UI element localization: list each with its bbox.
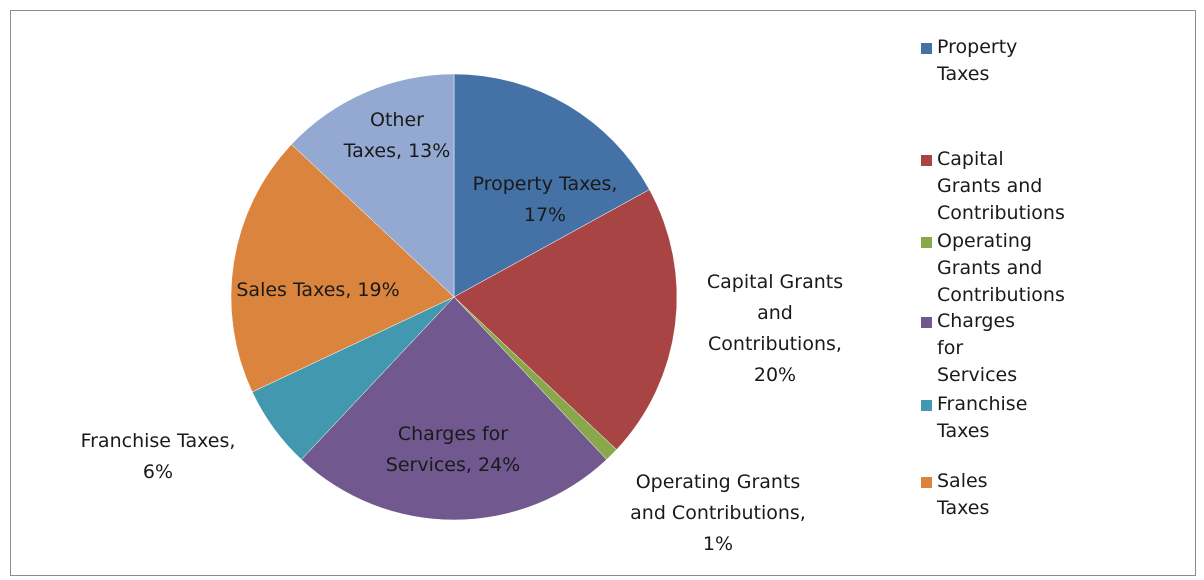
pie-slice-capital-grants-and-contributions — [453, 189, 678, 451]
legend-item-capital-grants-and-contributions: Capital Grants and Contributions — [921, 146, 1065, 227]
data-label-charges-for-services: Charges for Services, 24% — [386, 423, 520, 476]
legend-item-charges-for-services: Charges for Services — [921, 308, 1017, 389]
legend-swatch — [921, 155, 932, 166]
legend-item-franchise-taxes: Franchise Taxes — [921, 391, 1027, 445]
data-label-capital-grants-and-contributions: Capital Grants and Contributions, 20% — [707, 271, 843, 386]
legend-swatch — [921, 477, 932, 488]
legend-label: Franchise Taxes — [937, 393, 1028, 442]
data-label-operating-grants-and-contributions: Operating Grants and Contributions, 1% — [630, 471, 806, 555]
pie-slice-charges-for-services — [300, 296, 608, 521]
data-label-property-taxes: Property Taxes, 17% — [473, 173, 618, 226]
legend-swatch — [921, 400, 932, 411]
legend-label: Operating Grants and Contributions — [937, 230, 1065, 306]
legend-label: Sales Taxes — [937, 470, 990, 519]
data-label-other-taxes: Other Taxes, 13% — [343, 109, 451, 162]
data-label-sales-taxes: Sales Taxes, 19% — [236, 279, 399, 301]
legend-swatch — [921, 237, 932, 248]
legend-item-sales-taxes: Sales Taxes — [921, 468, 989, 522]
pie-slice-other-taxes — [291, 73, 455, 298]
data-label-franchise-taxes: Franchise Taxes, 6% — [81, 430, 236, 483]
pie-slice-property-taxes — [453, 73, 650, 298]
legend-item-operating-grants-and-contributions: Operating Grants and Contributions — [921, 228, 1065, 309]
legend-swatch — [921, 317, 932, 328]
legend-label: Capital Grants and Contributions — [937, 148, 1065, 224]
legend-item-property-taxes: Property Taxes — [921, 34, 1017, 88]
legend-label: Charges for Services — [937, 310, 1018, 386]
legend-label: Property Taxes — [937, 36, 1018, 85]
legend-swatch — [921, 43, 932, 54]
pie-slice-sales-taxes — [230, 143, 455, 393]
